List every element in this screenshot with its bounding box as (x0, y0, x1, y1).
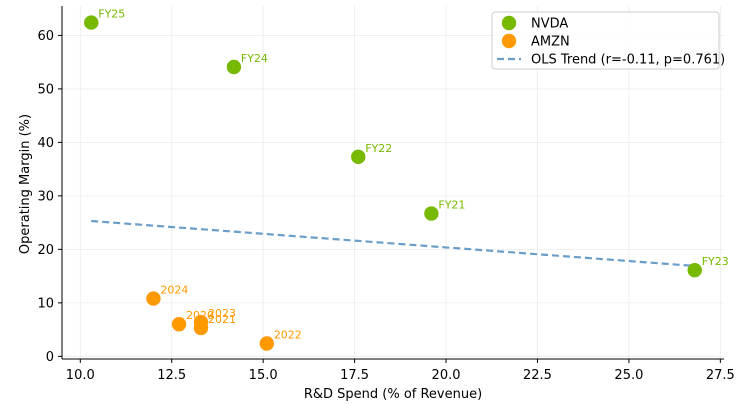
axes-layer: 10.0 12.5 15.0 17.5 20.0 22.5 25.0 27.5 0 10 20 30 4… (37, 6, 735, 383)
nvda-point (226, 59, 242, 75)
amzn-point-label: 2023 (208, 307, 236, 320)
trend-line (91, 219, 695, 268)
amzn-point-label: 2020 (186, 309, 214, 322)
amzn-point (259, 336, 275, 351)
y-tick-label: 40 (37, 136, 54, 151)
amzn-point-label: 2021 (208, 313, 236, 326)
amzn-legend-marker (501, 33, 517, 49)
x-tick-label: 12.5 (157, 368, 186, 383)
trend-legend-label: OLS Trend (r=-0.11, p=0.761) (531, 53, 725, 68)
x-tick-label: 22.5 (523, 368, 552, 383)
amzn-point-label: 2022 (274, 328, 302, 341)
trend-layer (91, 219, 695, 268)
y-tick-label: 30 (37, 189, 54, 204)
x-axis-title: R&D Spend (% of Revenue) (304, 387, 482, 402)
points-layer (84, 15, 702, 351)
nvda-point-label: FY22 (365, 142, 392, 155)
nvda-point (424, 206, 439, 221)
x-tick-label: 15.0 (249, 368, 278, 383)
x-tick-label: 17.5 (340, 368, 369, 383)
nvda-point (687, 263, 702, 278)
x-tick-label: 10.0 (66, 368, 95, 383)
y-tick-label: 50 (37, 82, 54, 97)
x-tick-label: 25.0 (614, 368, 643, 383)
legend: NVDA AMZN OLS Trend (r=-0.11, p=0.761) (491, 11, 725, 70)
nvda-point (351, 149, 366, 165)
nvda-point-label: FY23 (702, 255, 729, 268)
amzn-point (171, 317, 187, 332)
amzn-point-label: 2024 (160, 284, 188, 297)
nvda-point (84, 15, 99, 30)
nvda-point-label: FY21 (438, 199, 465, 212)
nvda-point-label: FY24 (241, 52, 268, 65)
amzn-point (193, 320, 209, 336)
x-tick-label: 20.0 (432, 368, 461, 383)
y-axis-title: Operating Margin (%) (18, 114, 33, 254)
y-tick-label: 10 (37, 296, 54, 311)
nvda-legend-label: NVDA (531, 17, 568, 32)
x-tick-label: 27.5 (706, 368, 735, 383)
amzn-point (146, 291, 161, 306)
y-tick-label: 0 (46, 350, 54, 365)
y-tick-label: 60 (37, 29, 54, 44)
nvda-point-label: FY25 (98, 8, 125, 21)
y-tick-label: 20 (37, 243, 54, 258)
legend-box (491, 11, 720, 70)
nvda-legend-marker (501, 15, 517, 31)
amzn-legend-label: AMZN (531, 35, 570, 50)
